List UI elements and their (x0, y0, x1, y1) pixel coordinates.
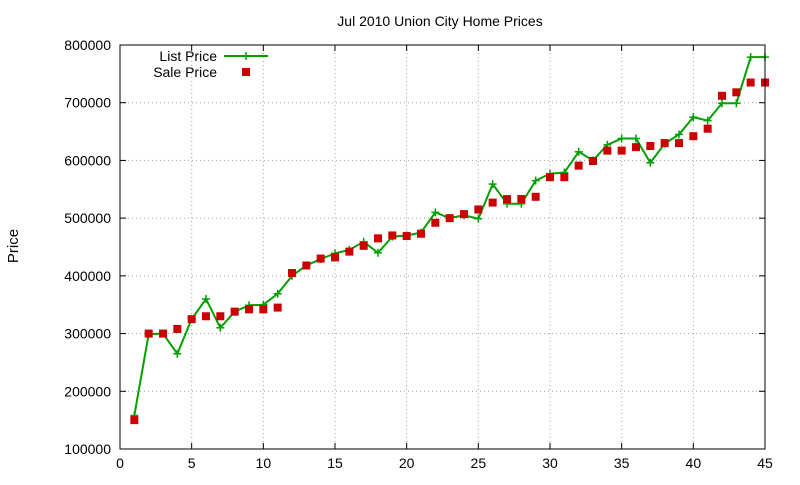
sale-price-point (331, 253, 339, 262)
sale-price-point (660, 139, 669, 148)
list-price-point (689, 113, 698, 122)
sale-price-point (288, 268, 296, 277)
x-tick-label: 10 (256, 455, 272, 471)
x-tick-label: 30 (542, 455, 558, 471)
sale-price-point (144, 329, 153, 338)
list-price-point (431, 208, 440, 217)
sale-price-point (173, 324, 182, 333)
sale-price-point (431, 218, 440, 227)
sale-price-point (589, 157, 597, 166)
x-tick-label: 5 (188, 455, 196, 471)
sale-price-point (617, 146, 626, 155)
sale-price-point (273, 303, 282, 312)
list-price-point (703, 116, 712, 125)
x-tick-label: 35 (614, 455, 630, 471)
x-tick-label: 0 (116, 455, 124, 471)
series-layer (130, 53, 769, 425)
sale-price-point (417, 229, 425, 238)
y-axis-label: Price (5, 229, 22, 263)
x-tick-label: 25 (471, 455, 487, 471)
y-tick-label: 800000 (64, 37, 111, 53)
list-price-point (746, 53, 755, 62)
chart-title: Jul 2010 Union City Home Prices (337, 13, 542, 29)
sale-price-point (259, 305, 268, 314)
sale-price-point (574, 161, 583, 170)
legend-label-sale-price: Sale Price (153, 64, 217, 80)
list-price-point (574, 147, 583, 156)
sale-price-point (531, 192, 540, 201)
sale-price-point (388, 231, 397, 240)
legend-label-list-price: List Price (159, 48, 217, 64)
y-tick-label: 500000 (64, 210, 111, 226)
sale-price-point (460, 210, 468, 219)
sale-price-point (560, 173, 569, 182)
sale-price-point (187, 315, 196, 324)
sale-price-point (402, 232, 411, 241)
sale-price-point (374, 234, 382, 243)
sale-price-point (445, 214, 454, 223)
x-tick-label: 15 (327, 455, 343, 471)
sale-price-point (345, 247, 354, 256)
sale-price-point (245, 305, 253, 314)
x-tick-label: 45 (757, 455, 773, 471)
sale-price-point (302, 261, 311, 270)
list-price-point (273, 289, 282, 298)
sale-price-point (646, 142, 655, 150)
sale-price-point (474, 205, 483, 214)
sale-price-point (316, 254, 325, 263)
sale-price-point (202, 312, 210, 321)
x-tick-label: 40 (686, 455, 702, 471)
legend-marker-sale-price (242, 68, 250, 76)
list-price-point (675, 130, 683, 139)
y-tick-label: 400000 (64, 268, 111, 284)
ticks: 0 5 10 15 20 25 30 35 40 45 100000 200000 300000 4000… (64, 37, 773, 471)
list-price-point (374, 248, 382, 257)
sale-price-point (503, 195, 511, 204)
list-price-point (531, 176, 540, 185)
sale-price-point (746, 78, 755, 87)
y-tick-label: 700000 (64, 95, 111, 111)
list-price-point (488, 180, 497, 189)
list-price-line (133, 56, 765, 416)
y-tick-label: 600000 (64, 152, 111, 168)
sale-price-point (703, 124, 712, 133)
list-price-point (646, 158, 655, 167)
list-price-point (474, 214, 483, 223)
sale-price-point (718, 91, 726, 100)
sale-price-point (632, 143, 640, 152)
y-tick-label: 100000 (64, 441, 111, 457)
list-price-point (617, 134, 626, 143)
sale-price-point (732, 88, 741, 97)
sale-price-point (603, 146, 612, 155)
sale-price-point (675, 139, 683, 148)
legend: List Price Sale Price (153, 48, 268, 80)
x-tick-label: 20 (399, 455, 415, 471)
grid (120, 45, 765, 449)
plot-frame (119, 44, 766, 450)
y-tick-label: 200000 (64, 383, 111, 399)
list-price-point (718, 99, 726, 108)
legend-marker-list-price (242, 52, 250, 60)
list-price-point (632, 134, 640, 143)
y-tick-label: 300000 (64, 326, 111, 342)
list-price-point (216, 323, 225, 332)
sale-price-point (689, 132, 698, 141)
sale-price-point (359, 241, 368, 250)
sale-price-point (230, 307, 239, 316)
sale-price-point (546, 173, 554, 182)
sale-price-point (488, 198, 497, 207)
sale-price-point (216, 312, 225, 321)
list-price-point (173, 349, 182, 358)
list-price-point (202, 294, 210, 303)
sale-price-point (517, 195, 526, 204)
sale-price-point (130, 416, 139, 425)
list-price-point (732, 99, 741, 108)
sale-price-point (159, 329, 167, 338)
